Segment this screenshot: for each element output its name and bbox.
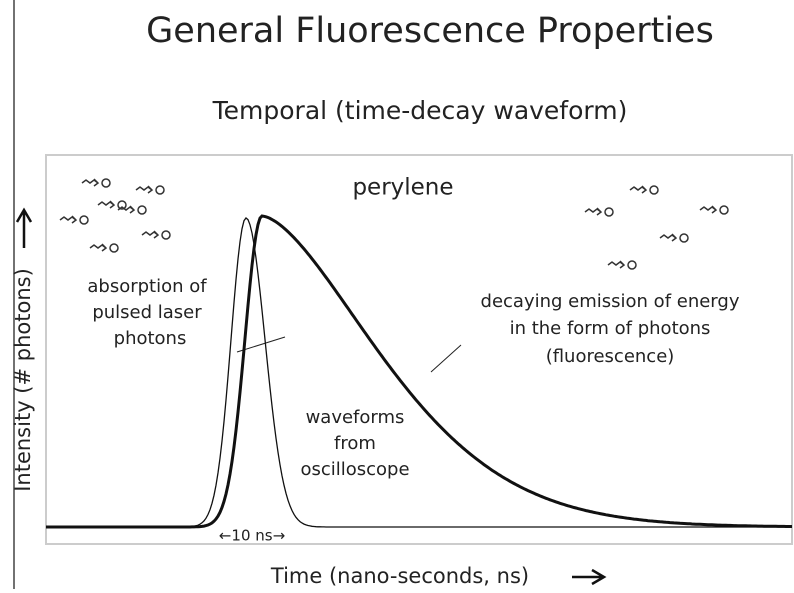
label-line: from <box>334 433 376 454</box>
molecule-label: perylene <box>352 175 453 201</box>
x-axis-arrow <box>572 570 604 584</box>
label-line: in the form of photons <box>510 318 711 339</box>
y-axis-arrow <box>17 210 31 248</box>
label-line: waveforms <box>306 407 405 428</box>
label-line: photons <box>114 328 187 349</box>
y-axis-label: Intensity (# photons) <box>11 268 35 492</box>
label-line: oscilloscope <box>300 459 409 480</box>
figure: General Fluorescence Properties Temporal… <box>0 0 794 589</box>
subtitle: Temporal (time-decay waveform) <box>212 96 628 125</box>
page: {"header": {"title": "General Fluorescen… <box>0 0 794 593</box>
panel <box>46 155 792 544</box>
label-line: (fluorescence) <box>546 346 675 367</box>
label-line: absorption of <box>87 276 207 297</box>
title: General Fluorescence Properties <box>146 11 714 51</box>
width-label: ←10 ns→ <box>219 527 285 545</box>
x-axis-label: Time (nano-seconds, ns) <box>270 564 529 588</box>
label-line: pulsed laser <box>92 302 202 323</box>
label-line: decaying emission of energy <box>481 291 740 312</box>
